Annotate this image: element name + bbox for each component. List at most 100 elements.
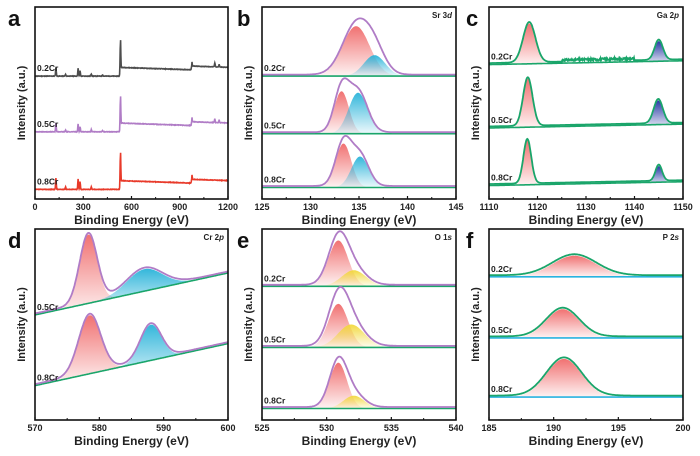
series-0.8Cr: 0.8Cr <box>489 137 683 187</box>
baseline <box>489 123 683 129</box>
element-label: Cr 2p <box>204 233 225 242</box>
series-label: 0.5Cr <box>264 334 286 344</box>
x-tick-label: 530 <box>319 423 334 433</box>
envelope-line <box>34 312 229 385</box>
series-0.8Cr: 0.8Cr <box>489 356 683 398</box>
x-tick-label: 195 <box>611 423 626 433</box>
x-tick-label: 900 <box>172 202 187 212</box>
y-axis-title: Intensity (a.u.) <box>243 287 255 362</box>
series-0.8Cr: 0.8Cr <box>262 135 456 189</box>
element-label: Sr 3d <box>432 11 453 20</box>
x-tick-label: 135 <box>351 202 366 212</box>
component-peak <box>489 140 683 186</box>
envelope-line <box>262 17 456 76</box>
series-label: 0.8Cr <box>491 173 513 183</box>
series-label: 0.2Cr <box>491 52 513 62</box>
series-0.5Cr: 0.5Cr <box>489 76 683 129</box>
y-axis-title: Intensity (a.u.) <box>16 65 28 140</box>
x-axis-title: Binding Energy (eV) <box>74 434 189 448</box>
x-tick-label: 140 <box>400 202 415 212</box>
x-tick-label: 200 <box>675 423 690 433</box>
element-label: P 2s <box>663 233 680 242</box>
x-tick-label: 535 <box>384 423 399 433</box>
series-label: 0.5Cr <box>264 121 286 131</box>
panel-letter: d <box>8 228 21 253</box>
panel-letter: b <box>237 6 250 31</box>
series-label: 0.8Cr <box>264 396 286 406</box>
component-peak <box>262 270 456 287</box>
series-label: 0.2Cr <box>37 63 59 73</box>
x-tick-label: 570 <box>27 423 42 433</box>
series-0.5Cr: 0.5Cr <box>262 286 456 349</box>
envelope-line <box>489 76 683 128</box>
envelope-line <box>262 77 456 134</box>
x-tick-label: 125 <box>254 202 269 212</box>
plot-frame <box>34 6 229 200</box>
baseline <box>34 272 229 316</box>
panel-c: c Ga 2p 0.2Cr 0.5Cr 0.8Cr 1110 1120 1130 1140 115… <box>466 6 693 227</box>
envelope-line <box>489 253 683 277</box>
series-0.2Cr: 0.2Cr <box>34 40 229 78</box>
envelope-line <box>489 137 683 185</box>
x-tick-label: 130 <box>303 202 318 212</box>
series-label: 0.5Cr <box>37 119 59 129</box>
x-tick-label: 190 <box>546 423 561 433</box>
element-label: Ga 2p <box>657 11 679 20</box>
component-peak <box>262 92 456 134</box>
series-0.8Cr: 0.8Cr <box>35 152 229 192</box>
envelope-line <box>262 230 456 286</box>
x-tick-label: 600 <box>220 423 235 433</box>
x-tick-label: 1110 <box>479 202 498 212</box>
component-peak <box>262 26 456 77</box>
panel-e: e O 1s 0.2Cr 0.5Cr 0.8Cr 525 530 535 540 Binding … <box>237 228 464 448</box>
envelope-line <box>262 355 456 408</box>
x-axis-title: Binding Energy (eV) <box>529 434 644 448</box>
panel-letter: c <box>466 6 478 31</box>
series-label: 0.8Cr <box>264 174 286 184</box>
series-0.5Cr: 0.5Cr <box>34 96 229 135</box>
component-peak <box>35 315 228 386</box>
survey-line <box>35 152 229 192</box>
series-0.8Cr: 0.8Cr <box>34 312 229 387</box>
x-tick-label: 1120 <box>528 202 548 212</box>
series-label: 0.8Cr <box>37 373 59 383</box>
series-0.5Cr: 0.5Cr <box>489 306 683 339</box>
baseline <box>34 342 229 387</box>
envelope-line <box>489 306 683 338</box>
baseline <box>489 180 683 187</box>
y-axis-title: Intensity (a.u.) <box>243 65 255 140</box>
envelope-line <box>489 356 683 397</box>
x-tick-label: 1130 <box>576 202 596 212</box>
series-label: 0.8Cr <box>491 384 513 394</box>
panel-a: a 0.2Cr 0.5Cr 0.8Cr 0 300 600 900 1200 Binding En… <box>8 6 238 227</box>
x-tick-label: 1150 <box>673 202 693 212</box>
y-axis-title: Intensity (a.u.) <box>470 287 482 362</box>
series-0.8Cr: 0.8Cr <box>262 355 456 410</box>
component-peak <box>489 309 683 338</box>
panel-b: b Sr 3d 0.2Cr 0.5Cr 0.8Cr 125 130 135 140 145 Bind… <box>237 6 464 227</box>
component-peak <box>262 324 456 348</box>
x-axis-title: Binding Energy (eV) <box>74 213 189 227</box>
x-tick-label: 1200 <box>218 202 238 212</box>
x-tick-label: 525 <box>254 423 269 433</box>
series-label: 0.2Cr <box>491 264 513 274</box>
x-tick-label: 145 <box>448 202 463 212</box>
x-tick-label: 540 <box>448 423 463 433</box>
series-0.2Cr: 0.2Cr <box>489 21 683 66</box>
envelope-line <box>262 135 456 187</box>
series-0.2Cr: 0.2Cr <box>262 17 456 77</box>
x-tick-label: 600 <box>124 202 139 212</box>
envelope-line <box>262 286 456 347</box>
series-label: 0.5Cr <box>491 115 513 125</box>
plot-frame <box>34 228 229 421</box>
y-axis-title: Intensity (a.u.) <box>16 287 28 362</box>
series-label: 0.5Cr <box>37 302 59 312</box>
baseline <box>489 60 683 66</box>
survey-line <box>34 40 229 78</box>
component-peak <box>489 23 683 65</box>
x-tick-label: 1140 <box>625 202 645 212</box>
y-axis-title: Intensity (a.u.) <box>470 65 482 140</box>
panel-letter: e <box>237 228 249 253</box>
x-tick-label: 0 <box>32 202 37 212</box>
